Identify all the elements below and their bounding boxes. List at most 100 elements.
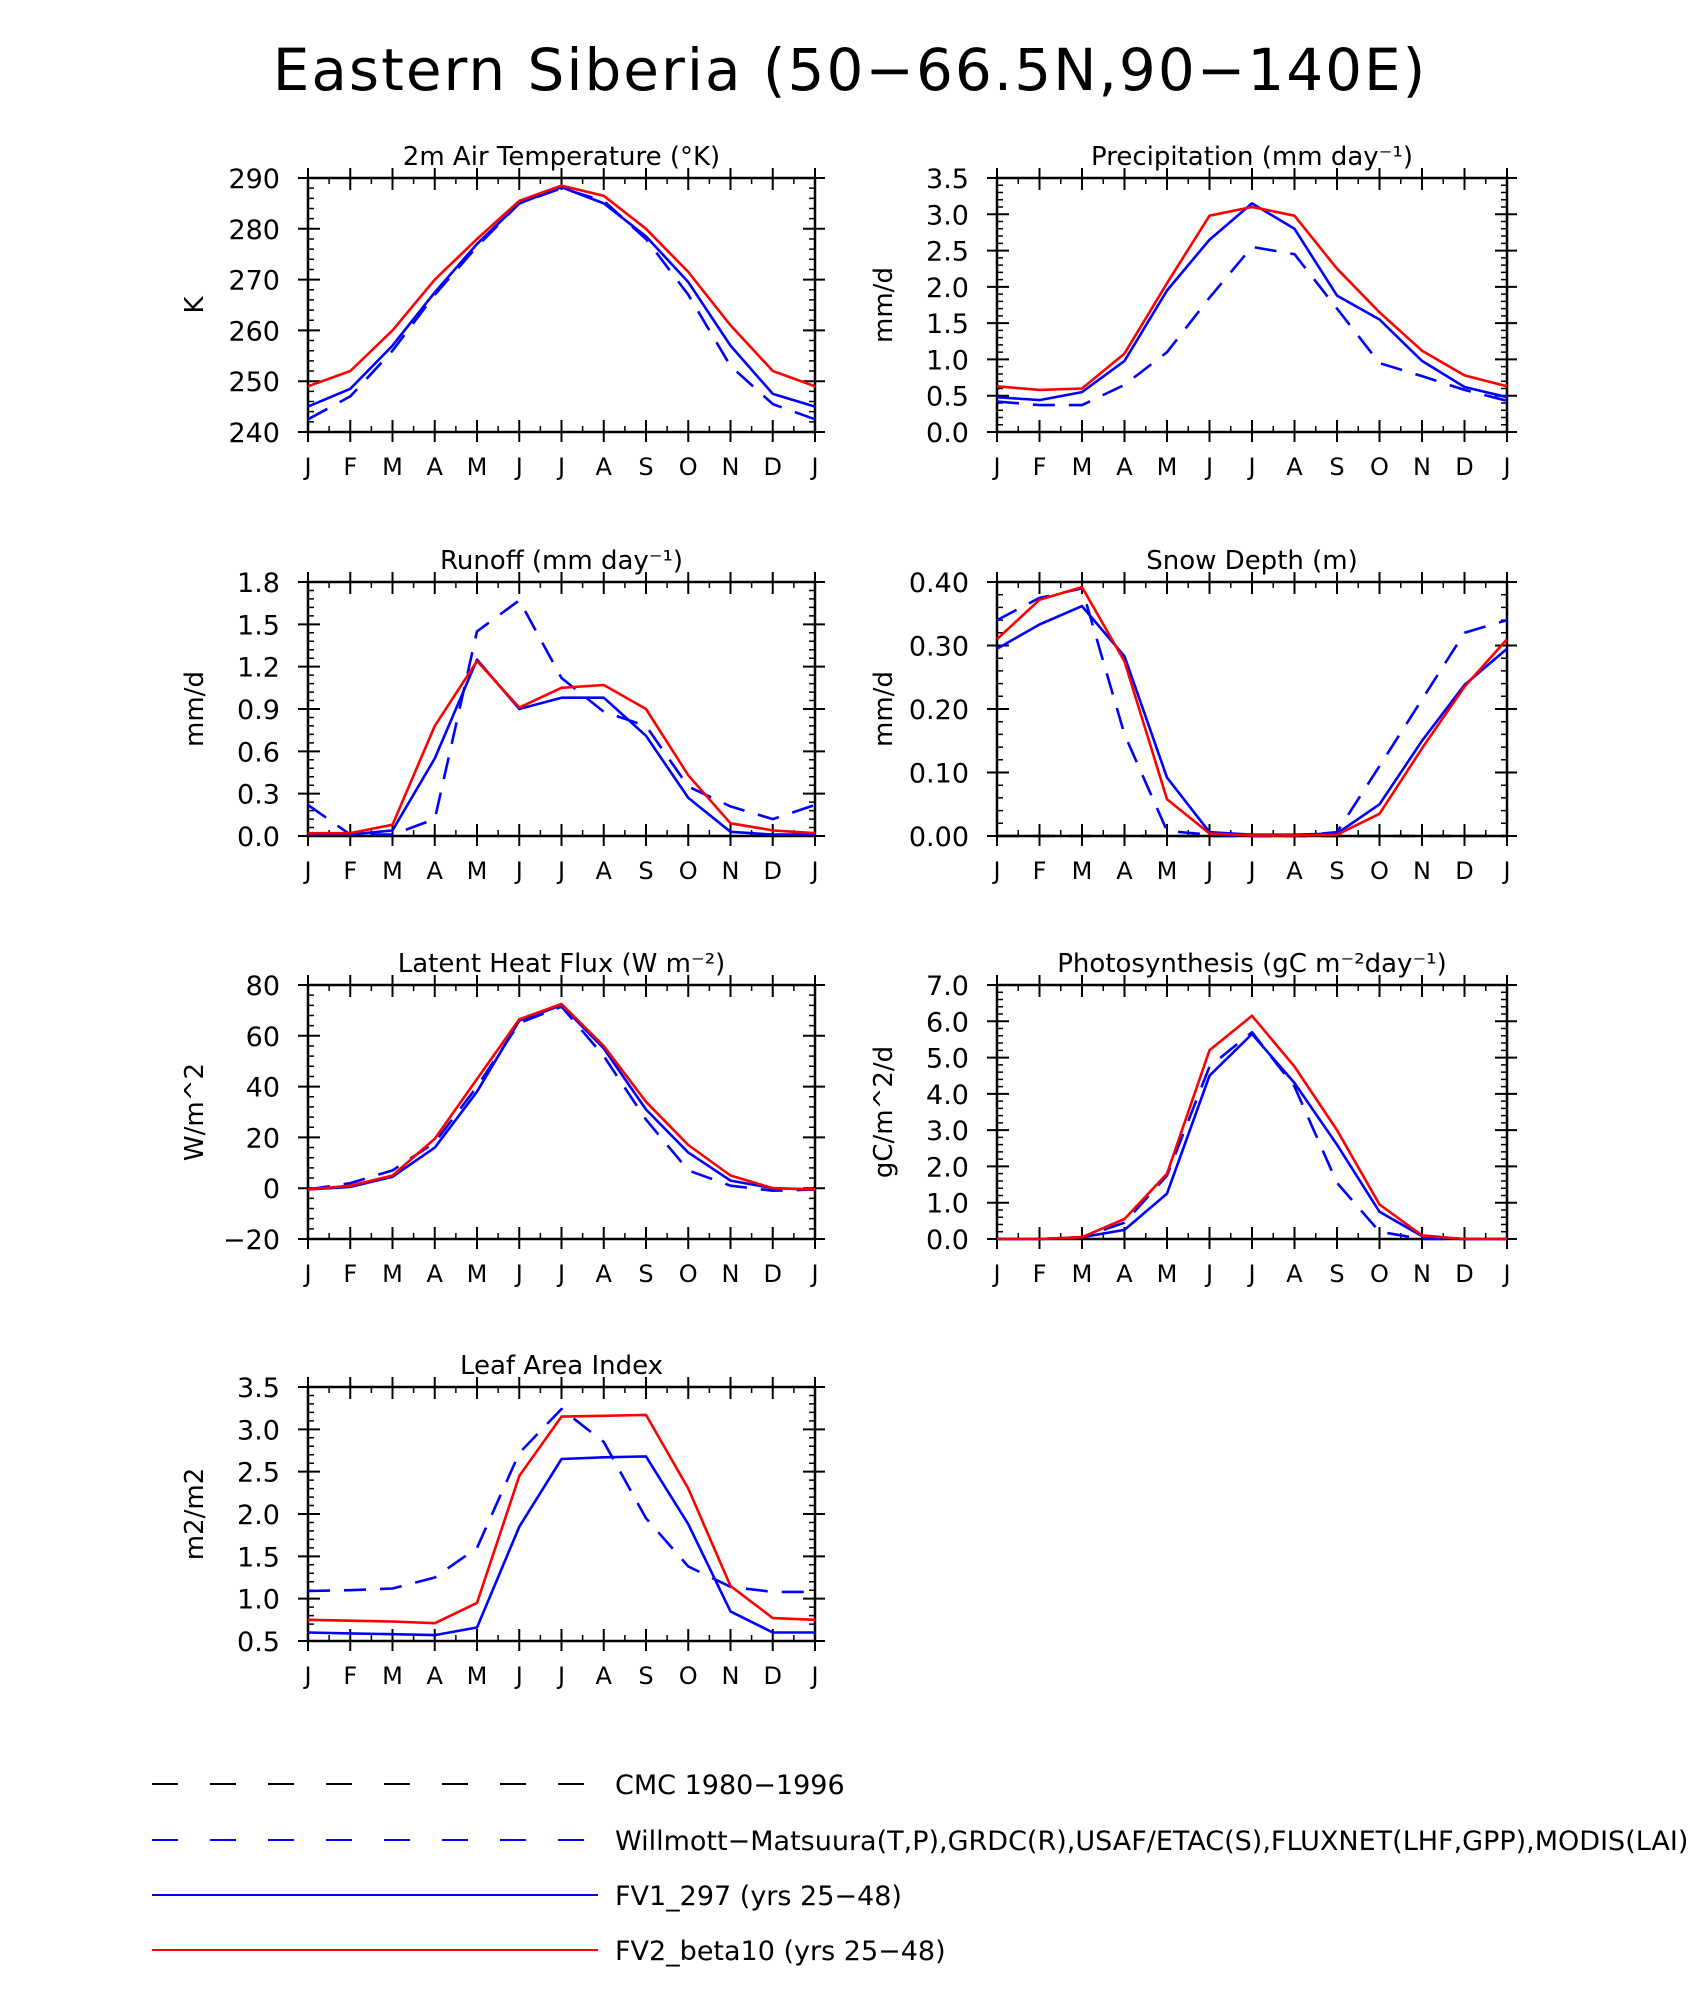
x-tick-label: D (1455, 453, 1473, 481)
y-axis-label: mm/d (869, 671, 899, 747)
x-tick-label: F (343, 1260, 357, 1288)
x-tick-label: A (1116, 857, 1133, 885)
y-axis-label: mm/d (180, 671, 210, 747)
series-line (996, 604, 1508, 837)
plot-frame (306, 1385, 817, 1643)
x-tick-label: J (809, 1260, 818, 1288)
x-tick-label: S (638, 1662, 653, 1690)
chart-title: Snow Depth (m) (1146, 546, 1358, 576)
y-tick-label: 0 (263, 1174, 280, 1205)
x-tick-label: A (596, 857, 613, 885)
x-tick-label: J (556, 1662, 565, 1690)
y-tick-label: 80 (246, 971, 280, 1002)
minor-ticks (308, 178, 815, 432)
x-tick-label: M (467, 1662, 488, 1690)
y-tick-label: 1.8 (237, 568, 280, 599)
y-tick-label: −20 (223, 1225, 280, 1256)
minor-ticks (308, 582, 815, 836)
y-tick-label: 0.20 (909, 695, 969, 726)
legend: CMC 1980−1996 Willmott−Matsuura(T,P),GRDC… (152, 1770, 1688, 1967)
y-tick-label: 2.0 (926, 1152, 969, 1183)
y-tick-label: 250 (228, 367, 280, 398)
y-tick-label: 40 (246, 1073, 280, 1104)
legend-label: CMC 1980−1996 (615, 1770, 845, 1801)
chart-title: Photosynthesis (gC m⁻²day⁻¹) (1057, 949, 1446, 979)
x-tick-label: A (1116, 1260, 1133, 1288)
x-tick-label: O (679, 1662, 698, 1690)
x-tick-label: M (382, 453, 403, 481)
plot-frame (306, 580, 817, 838)
x-tick-label: J (302, 453, 311, 481)
series-line (307, 1455, 815, 1637)
x-tick-label: M (467, 1260, 488, 1288)
x-tick-label: J (556, 857, 565, 885)
x-tick-label: J (1501, 453, 1510, 481)
x-tick-label: D (764, 1260, 782, 1288)
series-line (307, 1413, 816, 1625)
x-tick-label: N (1413, 453, 1431, 481)
x-tick-label: F (343, 1662, 357, 1690)
x-tick-label: S (1329, 453, 1344, 481)
chart-title: Leaf Area Index (460, 1351, 663, 1381)
y-axis-label: mm/d (869, 267, 899, 343)
x-tick-label: O (1370, 857, 1389, 885)
x-tick-label: M (1072, 453, 1093, 481)
series-line (307, 598, 816, 836)
y-tick-label: 290 (228, 164, 280, 195)
y-tick-label: 0.5 (926, 382, 969, 413)
y-tick-label: 60 (246, 1022, 280, 1053)
legend-label: Willmott−Matsuura(T,P),GRDC(R),USAF/ETAC… (615, 1826, 1688, 1857)
y-tick-label: 0.9 (237, 695, 280, 726)
x-tick-label: A (1286, 857, 1303, 885)
plot-frame (995, 176, 1509, 434)
y-tick-label: 7.0 (926, 971, 969, 1002)
x-tick-label: F (1033, 453, 1047, 481)
minor-ticks (997, 985, 1507, 1239)
x-tick-label: S (638, 453, 653, 481)
x-tick-label: F (1033, 1260, 1047, 1288)
series-line (307, 1407, 815, 1594)
x-tick-label: J (1246, 1260, 1255, 1288)
x-tick-label: A (1286, 1260, 1303, 1288)
y-tick-label: 3.0 (926, 1116, 969, 1147)
legend-label: FV1_297 (yrs 25−48) (615, 1881, 902, 1912)
chart-panel: J F M A M J J A S O N D J0.00.30.60.91.21.51.8Runoff… (180, 546, 825, 885)
x-tick-label: J (1246, 857, 1255, 885)
x-tick-label: J (1204, 857, 1213, 885)
series-line (307, 186, 816, 421)
series-line (308, 658, 815, 836)
x-tick-label: D (764, 857, 782, 885)
x-tick-label: J (302, 1260, 311, 1288)
x-tick-label: A (427, 857, 444, 885)
x-tick-label: J (302, 857, 311, 885)
x-tick-label: N (1413, 857, 1431, 885)
y-tick-label: 0.00 (909, 822, 969, 853)
y-tick-label: 0.30 (909, 632, 969, 663)
series-line (307, 184, 816, 388)
y-tick-label: 0.0 (926, 418, 969, 449)
plot-frame (306, 176, 817, 434)
x-tick-label: D (764, 1662, 782, 1690)
series-line (307, 1002, 816, 1191)
minor-ticks (997, 582, 1507, 836)
y-tick-label: 2.5 (926, 237, 969, 268)
x-tick-label: J (809, 453, 818, 481)
y-tick-label: 1.5 (926, 309, 969, 340)
x-tick-label: O (679, 1260, 698, 1288)
x-tick-label: A (596, 1260, 613, 1288)
chart-title: Latent Heat Flux (W m⁻²) (398, 949, 726, 979)
y-tick-label: 4.0 (926, 1080, 969, 1111)
y-tick-label: 0.6 (237, 737, 280, 768)
x-tick-label: J (514, 857, 523, 885)
series-line (996, 585, 1508, 837)
series-line (307, 1005, 816, 1192)
x-tick-label: N (722, 453, 740, 481)
series-line (996, 587, 1508, 838)
series-line (307, 1003, 816, 1191)
x-tick-label: D (1455, 1260, 1473, 1288)
chart-panel: J F M A M J J A S O N D J0.01.02.03.04.05.06.07.0Pho… (869, 949, 1517, 1288)
